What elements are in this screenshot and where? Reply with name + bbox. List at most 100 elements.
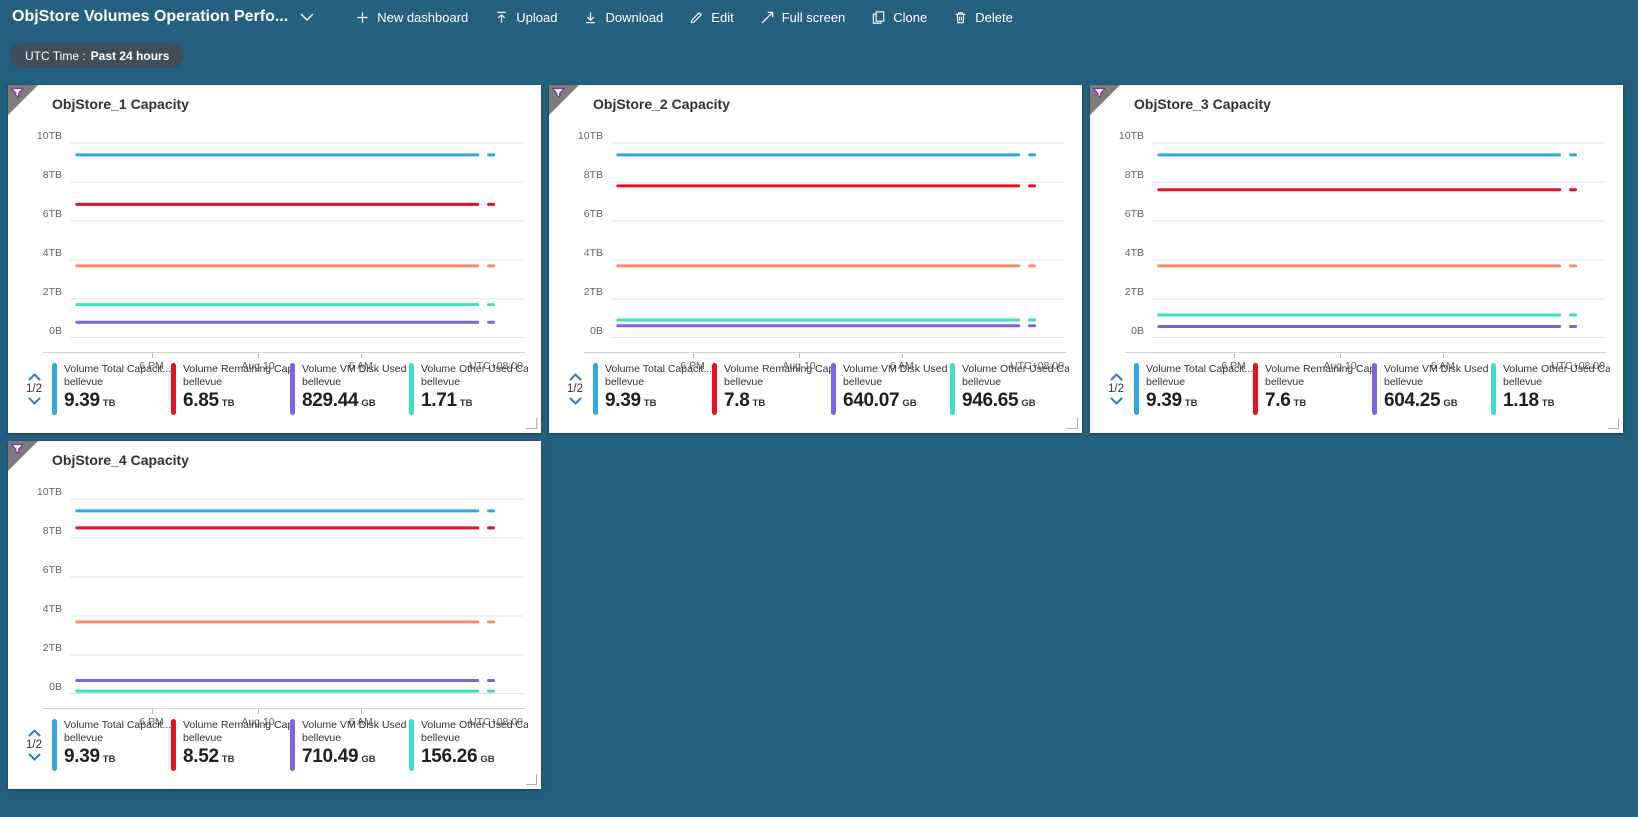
command-label: Full screen: [781, 9, 846, 25]
command-edit[interactable]: Edit: [689, 10, 734, 25]
y-axis-label: 4TB: [42, 247, 62, 259]
legend: 1/2 Volume Total Capacit... bellevue 9.39 T…: [16, 359, 537, 419]
legend: 1/2 Volume Total Capacit... bellevue 9.39 T…: [1098, 359, 1619, 419]
x-axis-tick: [692, 353, 694, 358]
tile-title: ObjStore_1 Capacity: [52, 96, 189, 112]
command-bar-items: New dashboard Upload Download Edit Full scre…: [342, 10, 1026, 25]
tile-resize-handle[interactable]: [526, 774, 537, 785]
legend-color-bar: [1491, 363, 1496, 415]
fullscreen-icon: [760, 10, 775, 25]
filter-corner-badge[interactable]: [8, 441, 38, 476]
legend-metric-name: Volume Total Capacit...: [64, 719, 171, 731]
dashboard-title-dropdown[interactable]: ObjStore Volumes Operation Perfo...: [12, 8, 314, 26]
legend-item[interactable]: Volume VM Disk Used ... bellevue 829.44 GB: [290, 363, 409, 415]
chart-plot[interactable]: [611, 143, 1064, 338]
x-axis-tick: [360, 709, 362, 714]
filter-corner-badge[interactable]: [549, 85, 579, 120]
legend: 1/2 Volume Total Capacit... bellevue 9.39 T…: [557, 359, 1078, 419]
legend-item[interactable]: Volume Other Used Ca... bellevue 946.65 GB: [950, 363, 1069, 415]
command-upload[interactable]: Upload: [494, 10, 557, 25]
legend-value-row: 156.26 GB: [421, 747, 528, 766]
x-axis-tick: [1339, 353, 1341, 358]
legend-item[interactable]: Volume Total Capacit... bellevue 9.39 TB: [52, 719, 171, 771]
tile-resize-handle[interactable]: [1608, 418, 1619, 429]
funnel-icon: [551, 87, 565, 98]
legend-items: Volume Total Capacit... bellevue 9.39 TB Vol…: [593, 363, 1078, 415]
tile-objstore-3: ObjStore_3 Capacity 10TB 8TB 6TB 4TB 2TB 0B U…: [1090, 85, 1623, 433]
chevron-up-icon[interactable]: [569, 373, 582, 381]
command-download[interactable]: Download: [583, 10, 663, 25]
chart-plot[interactable]: [1152, 143, 1605, 338]
legend-item[interactable]: Volume Total Capacit... bellevue 9.39 TB: [52, 363, 171, 415]
x-axis-label: Aug 10: [1323, 360, 1357, 372]
legend-value: 7.8: [724, 390, 750, 411]
command-label: Download: [605, 9, 664, 25]
legend-text: Volume Total Capacit... bellevue 9.39 TB: [64, 363, 171, 415]
legend-color-bar: [290, 719, 295, 771]
legend-pager: 1/2: [1098, 373, 1134, 405]
legend-metric-name: Volume Other Used Ca...: [421, 363, 528, 375]
chevron-down-icon[interactable]: [28, 397, 41, 405]
chevron-up-icon[interactable]: [1110, 373, 1123, 381]
legend-item[interactable]: Volume VM Disk Used ... bellevue 640.07 GB: [831, 363, 950, 415]
legend-item[interactable]: Volume Other Used Ca... bellevue 1.71 TB: [409, 363, 528, 415]
x-axis-line: [1125, 352, 1607, 353]
command-delete[interactable]: Delete: [953, 10, 1013, 25]
download-icon: [583, 10, 598, 25]
command-label: Delete: [975, 9, 1013, 25]
legend-item[interactable]: Volume VM Disk Used ... bellevue 710.49 GB: [290, 719, 409, 771]
legend: 1/2 Volume Total Capacit... bellevue 9.39 T…: [16, 715, 537, 775]
x-axis-tick: [257, 353, 259, 358]
legend-items: Volume Total Capacit... bellevue 9.39 TB Vol…: [52, 719, 537, 771]
legend-item[interactable]: Volume Remaining Cap...bellevue 7.8TB: [712, 363, 831, 415]
chevron-up-icon[interactable]: [28, 729, 41, 737]
legend-resource-name: bellevue: [1384, 376, 1424, 388]
filter-corner-badge[interactable]: [1090, 85, 1120, 120]
chevron-down-icon[interactable]: [28, 753, 41, 761]
legend-value-row: 1.71 TB: [421, 391, 528, 410]
legend-resource-name: bellevue: [843, 376, 883, 388]
legend-value: 8.52: [183, 746, 219, 767]
legend-resource-name: bellevue: [183, 376, 223, 388]
x-axis: UTC+08:00 6 PM Aug 10 6 AM: [1125, 352, 1607, 380]
legend-metric-name: Volume Total Capacit...: [64, 363, 171, 375]
legend-color-bar: [831, 363, 836, 415]
chart-plot[interactable]: [70, 499, 523, 694]
legend-item[interactable]: Volume Total Capacit... bellevue 9.39 TB: [1134, 363, 1253, 415]
chevron-down-icon[interactable]: [1110, 397, 1123, 405]
y-axis-label: 6TB: [1124, 208, 1144, 220]
legend-metric-name: Volume Remaining Cap...: [724, 363, 831, 375]
chevron-up-icon[interactable]: [28, 373, 41, 381]
legend-color-bar: [290, 363, 295, 415]
legend-item[interactable]: Volume Other Used Ca... bellevue 1.18 TB: [1491, 363, 1610, 415]
filter-corner-badge[interactable]: [8, 85, 38, 120]
x-axis-tick: [901, 353, 903, 358]
command-new-dashboard[interactable]: New dashboard: [355, 10, 468, 25]
tile-resize-handle[interactable]: [1067, 418, 1078, 429]
tile-resize-handle[interactable]: [526, 418, 537, 429]
y-axis-labels: 10TB 8TB 6TB 4TB 2TB 0B: [1090, 130, 1147, 338]
legend-item[interactable]: Volume Remaining Cap...bellevue 7.6TB: [1253, 363, 1372, 415]
time-filter-pill[interactable]: UTC Time : Past 24 hours: [10, 43, 185, 68]
legend-text: Volume VM Disk Used ... bellevue 710.49 GB: [302, 719, 409, 771]
legend-item[interactable]: Volume Other Used Ca... bellevue 156.26 GB: [409, 719, 528, 771]
legend-value: 710.49: [302, 746, 359, 767]
chart-plot[interactable]: [70, 143, 523, 338]
y-axis-label: 6TB: [583, 208, 603, 220]
y-axis-labels: 10TB 8TB 6TB 4TB 2TB 0B: [8, 486, 65, 694]
command-full-screen[interactable]: Full screen: [760, 9, 846, 25]
command-clone[interactable]: Clone: [871, 10, 927, 25]
legend-value-row: 7.6 TB: [1265, 391, 1372, 410]
legend-unit: TB: [221, 754, 235, 765]
y-axis-label: 10TB: [36, 130, 62, 142]
chevron-down-icon[interactable]: [569, 397, 582, 405]
legend-color-bar: [52, 719, 57, 771]
legend-text: Volume VM Disk Used ... bellevue 640.07 GB: [843, 363, 950, 415]
legend-item[interactable]: Volume VM Disk Used ... bellevue 604.25 GB: [1372, 363, 1491, 415]
legend-item[interactable]: Volume Total Capacit... bellevue 9.39 TB: [593, 363, 712, 415]
time-filter-value: Past 24 hours: [90, 48, 170, 63]
y-axis-label: 6TB: [42, 208, 62, 220]
legend-color-bar: [171, 363, 176, 415]
